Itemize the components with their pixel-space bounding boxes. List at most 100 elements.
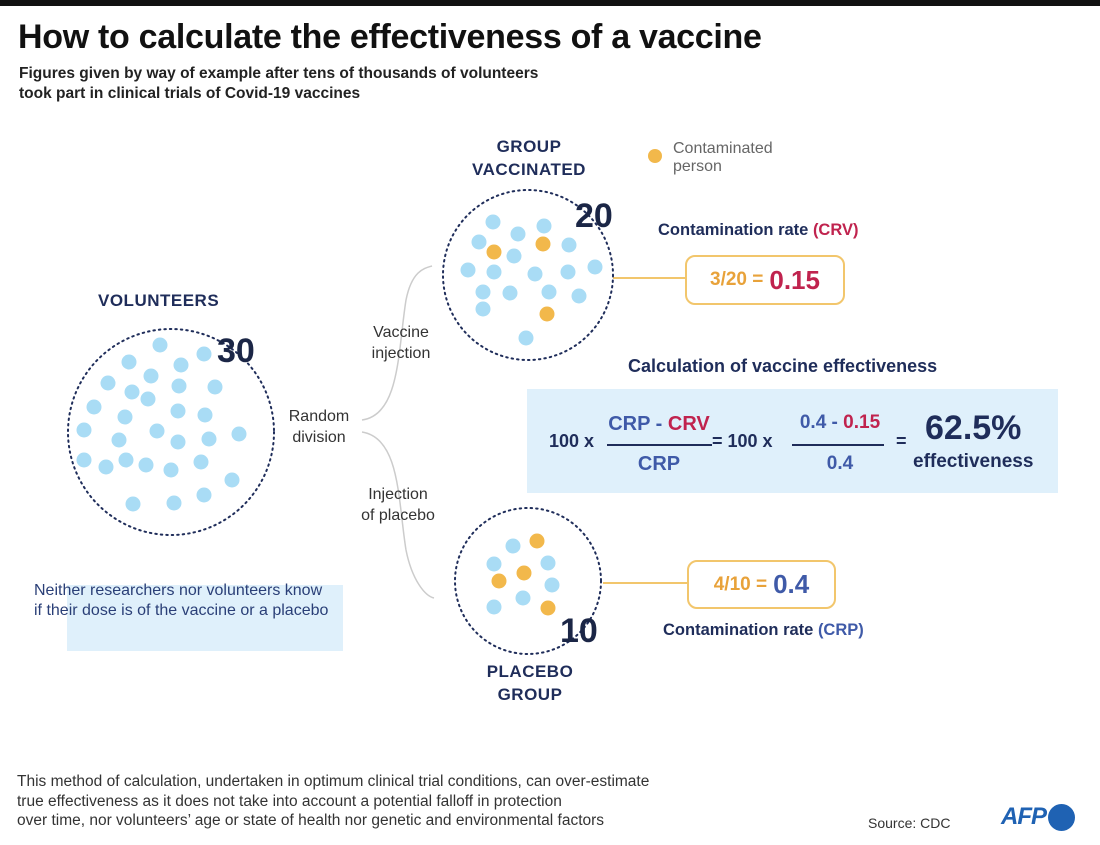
- volunteers-heading: VOLUNTEERS: [98, 291, 220, 310]
- person-dot: [117, 409, 133, 425]
- formula-panel: [527, 389, 1058, 493]
- legend-dot: [648, 149, 662, 163]
- contaminated-person-dot: [529, 533, 545, 549]
- person-dot: [505, 538, 521, 554]
- vaccinated-circle: [442, 189, 614, 361]
- note-line: if their dose is of the vaccine or a pla…: [34, 602, 329, 619]
- person-dot: [486, 264, 502, 280]
- person-dot: [170, 403, 186, 419]
- effectiveness-result: 62.5%: [925, 409, 1022, 447]
- top-bar: [0, 0, 1100, 6]
- num2-sep: -: [826, 412, 844, 433]
- person-dot: [201, 431, 217, 447]
- person-dot: [536, 218, 552, 234]
- person-dot: [486, 556, 502, 572]
- heading-line: PLACEBO: [486, 662, 574, 681]
- person-dot: [560, 264, 576, 280]
- person-dot: [515, 590, 531, 606]
- crv-rate-box: 3/20 = 0.15: [685, 255, 845, 305]
- formula-prefix: 100 x: [549, 431, 595, 451]
- person-dot: [207, 379, 223, 395]
- subtitle-line: Figures given by way of example after te…: [19, 65, 539, 82]
- crp-rate-label: Contamination rate (CRP): [663, 621, 864, 640]
- footer-line: over time, nor volunteers’ age or state …: [17, 812, 605, 829]
- person-dot: [124, 384, 140, 400]
- rate-label-text: Contamination rate: [663, 621, 818, 639]
- legend-line: Contaminated: [673, 140, 773, 157]
- footer-disclaimer: This method of calculation, undertaken i…: [17, 772, 649, 831]
- formula-denominator: CRP: [637, 453, 681, 475]
- effectiveness-label: effectiveness: [913, 451, 1034, 472]
- connectors: [361, 265, 688, 599]
- formula-denominator-2: 0.4: [826, 453, 854, 474]
- fraction-bar: [607, 444, 712, 446]
- label-line: Vaccine: [373, 324, 429, 341]
- person-dot: [193, 454, 209, 470]
- vaccine-injection-label: Vaccine injection: [348, 322, 454, 364]
- person-dot: [163, 462, 179, 478]
- person-dot: [502, 285, 518, 301]
- crv-rate-label: Contamination rate (CRV): [658, 221, 858, 240]
- person-dot: [460, 262, 476, 278]
- crv-value: 0.15: [769, 264, 820, 295]
- person-dot: [100, 375, 116, 391]
- page-subtitle: Figures given by way of example after te…: [19, 64, 538, 104]
- heading-line: GROUP: [497, 685, 563, 704]
- afp-logo-dot: [1048, 803, 1075, 831]
- random-division-label: Random division: [264, 406, 374, 448]
- person-dot: [76, 452, 92, 468]
- person-dot: [118, 452, 134, 468]
- footer-line: true effectiveness as it does not take i…: [17, 792, 562, 810]
- contaminated-person-dot: [539, 306, 555, 322]
- person-dot: [506, 248, 522, 264]
- contaminated-person-dot: [516, 565, 532, 581]
- person-dot: [121, 354, 137, 370]
- num2-crv: 0.15: [843, 412, 881, 433]
- subtitle-line: took part in clinical trials of Covid-19…: [19, 85, 361, 102]
- placebo-circle: [454, 507, 602, 655]
- crv-abbr: (CRV): [812, 221, 859, 239]
- note-highlight: [67, 585, 343, 651]
- crp-rate-box: 4/10 = 0.4: [687, 560, 836, 609]
- person-dot: [140, 391, 156, 407]
- afp-logo-text: AFP: [1001, 803, 1047, 830]
- label-line: Random: [288, 408, 350, 425]
- person-dot: [486, 599, 502, 615]
- vaccinated-dots: [460, 214, 603, 346]
- person-dot: [196, 346, 212, 362]
- person-dot: [518, 330, 534, 346]
- volunteers-dots: [76, 337, 247, 512]
- formula-equals-2: =: [896, 431, 907, 451]
- person-dot: [485, 214, 501, 230]
- crp-fraction: 4/10 =: [713, 573, 768, 595]
- person-dot: [170, 434, 186, 450]
- person-dot: [544, 577, 560, 593]
- num-crp: CRP: [608, 413, 651, 435]
- formula-numerator-2: 0.4 - 0.15: [785, 412, 895, 434]
- label-line: of placebo: [361, 507, 435, 524]
- label-line: division: [292, 429, 346, 446]
- person-dot: [231, 426, 247, 442]
- legend-line: person: [673, 158, 722, 175]
- branch-up-connector: [361, 265, 433, 421]
- person-dot: [571, 288, 587, 304]
- num-sep: -: [650, 413, 668, 435]
- label-line: Injection: [368, 486, 428, 503]
- person-dot: [561, 237, 577, 253]
- person-dot: [98, 459, 114, 475]
- person-dot: [541, 284, 557, 300]
- contaminated-person-dot: [540, 600, 556, 616]
- person-dot: [471, 234, 487, 250]
- volunteers-circle: [67, 328, 275, 536]
- note-line: Neither researchers nor volunteers know: [34, 582, 323, 599]
- person-dot: [197, 407, 213, 423]
- person-dot: [166, 495, 182, 511]
- blinding-note: Neither researchers nor volunteers know …: [34, 581, 328, 621]
- branch-down-connector: [361, 431, 435, 599]
- person-dot: [475, 284, 491, 300]
- placebo-count: 10: [560, 612, 598, 650]
- rate-label-text: Contamination rate: [658, 221, 813, 239]
- contaminated-person-dot: [491, 573, 507, 589]
- vaccinated-count: 20: [575, 197, 613, 235]
- person-dot: [152, 337, 168, 353]
